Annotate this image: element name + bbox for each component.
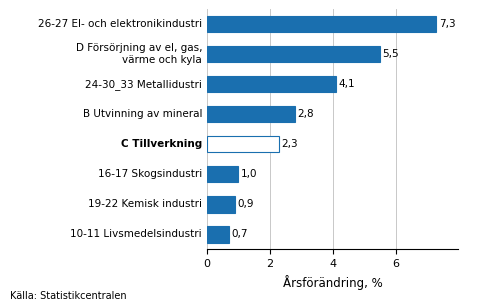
Text: 1,0: 1,0 xyxy=(241,169,257,179)
Bar xyxy=(207,16,436,33)
Text: 10-11 Livsmedelsindustri: 10-11 Livsmedelsindustri xyxy=(70,229,202,239)
Text: 19-22 Kemisk industri: 19-22 Kemisk industri xyxy=(88,199,202,209)
Text: Källa: Statistikcentralen: Källa: Statistikcentralen xyxy=(10,291,127,301)
Bar xyxy=(207,46,380,62)
Text: 16-17 Skogsindustri: 16-17 Skogsindustri xyxy=(98,169,202,179)
Bar xyxy=(207,226,229,243)
Text: 5,5: 5,5 xyxy=(382,49,399,59)
Text: C Tillverkning: C Tillverkning xyxy=(121,139,202,149)
Text: 24-30_33 Metallidustri: 24-30_33 Metallidustri xyxy=(85,79,202,90)
Text: 26-27 El- och elektronikindustri: 26-27 El- och elektronikindustri xyxy=(38,19,202,29)
Text: D Försörjning av el, gas,
värme och kyla: D Försörjning av el, gas, värme och kyla xyxy=(75,43,202,65)
Bar xyxy=(207,196,235,212)
Bar xyxy=(207,166,239,182)
Bar xyxy=(207,76,336,92)
Text: 7,3: 7,3 xyxy=(439,19,456,29)
X-axis label: Årsförändring, %: Årsförändring, % xyxy=(283,275,383,289)
Text: 0,7: 0,7 xyxy=(231,229,248,239)
Text: B Utvinning av mineral: B Utvinning av mineral xyxy=(82,109,202,119)
Bar xyxy=(207,136,280,153)
Text: 4,1: 4,1 xyxy=(338,79,355,89)
Bar xyxy=(207,106,295,123)
Text: 0,9: 0,9 xyxy=(238,199,254,209)
Text: 2,8: 2,8 xyxy=(297,109,314,119)
Text: 2,3: 2,3 xyxy=(282,139,298,149)
